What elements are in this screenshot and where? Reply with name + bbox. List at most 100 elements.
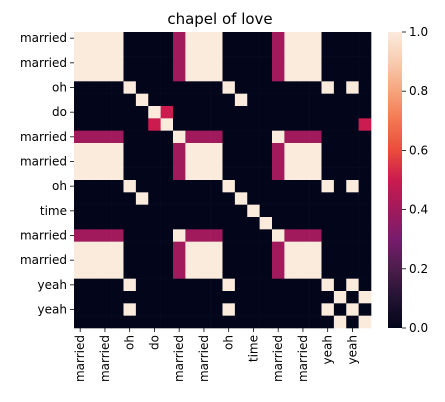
heatmap-cell-r2-c16 [272, 56, 285, 70]
heatmap-cell-r18-c10 [197, 254, 211, 267]
heatmap-cell-r4-c8 [173, 81, 186, 94]
heatmap-cell-r21-c1 [86, 291, 100, 304]
heatmap-cell-r10-c7 [160, 155, 174, 168]
heatmap-cell-r23-c20 [321, 315, 335, 329]
heatmap-cell-r4-c15 [259, 81, 273, 94]
heatmap-cell-r0-c17 [284, 32, 298, 45]
heatmap-cell-r22-c16 [272, 303, 285, 316]
heatmap-cell-r5-c5 [135, 93, 149, 107]
heatmap-cell-r0-c7 [160, 32, 174, 45]
heatmap-cell-r9-c10 [197, 143, 211, 156]
colorbar-gradient [388, 32, 402, 328]
heatmap-cell-r14-c12 [222, 204, 236, 218]
heatmap-cell-r11-c8 [173, 167, 186, 181]
heatmap-cell-r20-c6 [148, 278, 161, 292]
heatmap-cell-r14-c11 [210, 204, 223, 218]
heatmap-cell-r9-c12 [222, 143, 236, 156]
heatmap-cell-r12-c23 [358, 180, 372, 193]
heatmap-cell-r17-c13 [234, 241, 248, 255]
heatmap-cell-r10-c19 [309, 155, 322, 168]
heatmap-cell-r3-c23 [358, 69, 372, 82]
heatmap-cell-r3-c10 [197, 69, 211, 82]
heatmap-cell-r13-c10 [197, 192, 211, 205]
heatmap-cell-r16-c12 [222, 229, 236, 242]
heatmap-cell-r22-c6 [148, 303, 161, 316]
heatmap-cell-r4-c14 [247, 81, 260, 94]
heatmap-cell-r15-c21 [333, 217, 347, 230]
heatmap-cell-r0-c2 [98, 32, 112, 45]
heatmap-cell-r22-c10 [197, 303, 211, 316]
heatmap-cell-r10-c10 [197, 155, 211, 168]
heatmap-cell-r9-c1 [86, 143, 100, 156]
colorbar-tick-label: 1.0 [409, 25, 428, 39]
heatmap-cell-r2-c15 [259, 56, 273, 70]
y-tick-label: yeah [38, 278, 67, 292]
heatmap-cell-r3-c18 [296, 69, 310, 82]
heatmap-cell-r8-c1 [86, 130, 100, 144]
heatmap-cell-r21-c18 [296, 291, 310, 304]
heatmap-cell-r16-c8 [173, 229, 186, 242]
heatmap-cell-r7-c23 [358, 118, 372, 131]
heatmap-cell-r15-c0 [74, 217, 87, 230]
heatmap-cell-r10-c3 [111, 155, 124, 168]
heatmap-cell-r6-c23 [358, 106, 372, 119]
heatmap-cell-r18-c19 [309, 254, 322, 267]
heatmap-cell-r18-c12 [222, 254, 236, 267]
heatmap-cell-r23-c5 [135, 315, 149, 329]
heatmap-cell-r21-c9 [185, 291, 199, 304]
heatmap-cell-r14-c8 [173, 204, 186, 218]
heatmap-cell-r8-c15 [259, 130, 273, 144]
heatmap-cell-r4-c3 [111, 81, 124, 94]
heatmap-cell-r2-c4 [123, 56, 137, 70]
y-tick-label: married [20, 130, 67, 144]
heatmap-cell-r11-c18 [296, 167, 310, 181]
heatmap-cell-r3-c21 [333, 69, 347, 82]
heatmap-cell-r1-c20 [321, 44, 335, 57]
heatmap-cell-r14-c16 [272, 204, 285, 218]
heatmap-cell-r13-c21 [333, 192, 347, 205]
heatmap-cell-r20-c15 [259, 278, 273, 292]
heatmap-cell-r10-c9 [185, 155, 199, 168]
heatmap-cell-r15-c2 [98, 217, 112, 230]
heatmap-cell-r1-c18 [296, 44, 310, 57]
heatmap-cell-r14-c13 [234, 204, 248, 218]
heatmap-cell-r20-c14 [247, 278, 260, 292]
heatmap-cell-r5-c15 [259, 93, 273, 107]
heatmap-cell-r22-c23 [358, 303, 372, 316]
heatmap-cell-r4-c9 [185, 81, 199, 94]
heatmap-cell-r14-c2 [98, 204, 112, 218]
heatmap-cell-r5-c6 [148, 93, 161, 107]
heatmap-cell-r0-c0 [74, 32, 87, 45]
heatmap-cell-r17-c11 [210, 241, 223, 255]
heatmap-cell-r10-c5 [135, 155, 149, 168]
heatmap-cell-r15-c17 [284, 217, 298, 230]
heatmap-cell-r19-c15 [259, 266, 273, 279]
heatmap-cell-r6-c9 [185, 106, 199, 119]
heatmap-cell-r2-c0 [74, 56, 87, 70]
heatmap-cell-r4-c22 [346, 81, 359, 94]
heatmap-cell-r0-c5 [135, 32, 149, 45]
heatmap-cell-r19-c2 [98, 266, 112, 279]
x-axis: married married oh do married married oh time ma… [73, 328, 359, 382]
heatmap-cell-r5-c8 [173, 93, 186, 107]
heatmap-cell-r14-c5 [135, 204, 149, 218]
heatmap-cell-r19-c4 [123, 266, 137, 279]
heatmap-cell-r2-c21 [333, 56, 347, 70]
heatmap-cell-r7-c16 [272, 118, 285, 131]
heatmap-cell-r18-c4 [123, 254, 137, 267]
heatmap-cell-r13-c4 [123, 192, 137, 205]
heatmap-cell-r19-c0 [74, 266, 87, 279]
heatmap-cell-r17-c23 [358, 241, 372, 255]
heatmap-cell-r20-c0 [74, 278, 87, 292]
heatmap-cell-r22-c12 [222, 303, 236, 316]
heatmap-cell-r5-c12 [222, 93, 236, 107]
heatmap-cell-r13-c7 [160, 192, 174, 205]
heatmap-cell-r13-c1 [86, 192, 100, 205]
heatmap-cell-r17-c20 [321, 241, 335, 255]
heatmap-cell-r13-c18 [296, 192, 310, 205]
heatmap-cell-r13-c2 [98, 192, 112, 205]
heatmap-cell-r16-c6 [148, 229, 161, 242]
heatmap-cell-r23-c19 [309, 315, 322, 329]
heatmap-cell-r8-c2 [98, 130, 112, 144]
heatmap-cell-r19-c18 [296, 266, 310, 279]
